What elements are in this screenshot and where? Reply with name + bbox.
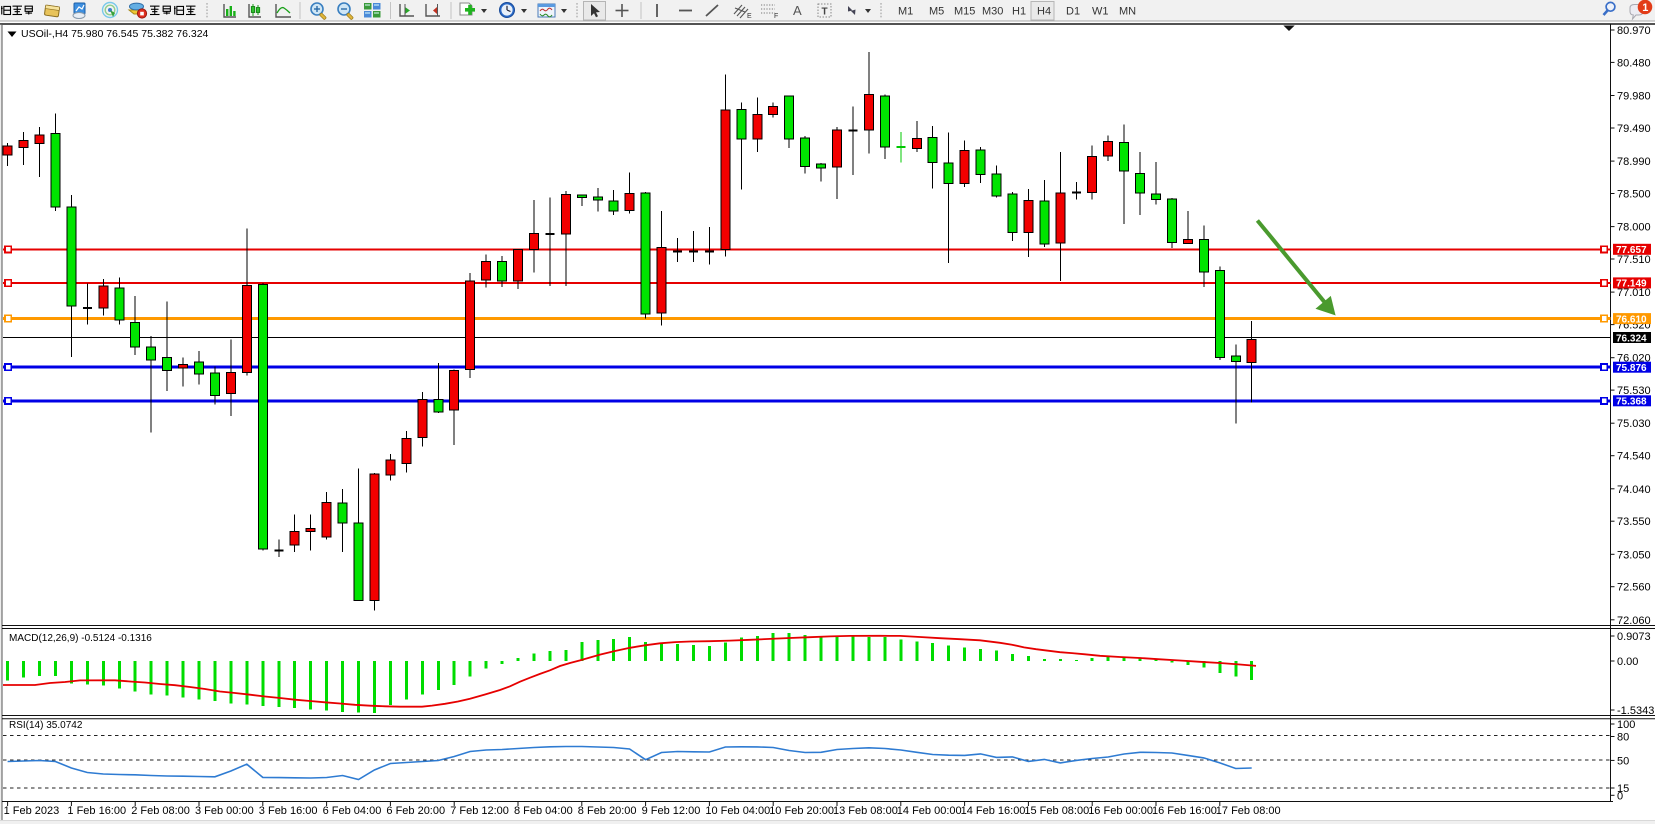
svg-text:74.040: 74.040 [1617, 484, 1651, 496]
svg-text:0.00: 0.00 [1617, 656, 1638, 668]
svg-text:14 Feb 00:00: 14 Feb 00:00 [897, 805, 962, 817]
svg-text:76.324: 76.324 [1616, 333, 1647, 344]
svg-text:MACD(12,26,9) -0.5124 -0.1316: MACD(12,26,9) -0.5124 -0.1316 [9, 633, 152, 644]
svg-text:76.610: 76.610 [1616, 314, 1647, 325]
svg-text:75.876: 75.876 [1616, 363, 1647, 374]
svg-text:72.060: 72.060 [1617, 615, 1651, 627]
svg-text:D1: D1 [1066, 6, 1080, 18]
svg-text:77.010: 77.010 [1617, 287, 1651, 299]
svg-text:78.500: 78.500 [1617, 189, 1651, 201]
svg-text:10 Feb 20:00: 10 Feb 20:00 [769, 805, 834, 817]
svg-text:6 Feb 20:00: 6 Feb 20:00 [386, 805, 445, 817]
svg-text:9 Feb 12:00: 9 Feb 12:00 [642, 805, 701, 817]
svg-text:77.510: 77.510 [1617, 254, 1651, 266]
svg-text:M1: M1 [898, 6, 913, 18]
svg-text:MN: MN [1119, 6, 1136, 18]
svg-text:80.480: 80.480 [1617, 57, 1651, 69]
svg-text:0.9073: 0.9073 [1617, 631, 1651, 643]
svg-text:100: 100 [1617, 719, 1635, 731]
svg-text:80: 80 [1617, 732, 1629, 744]
svg-text:50: 50 [1617, 755, 1629, 767]
svg-text:1 Feb 2023: 1 Feb 2023 [4, 805, 60, 817]
svg-text:H4: H4 [1037, 6, 1051, 18]
svg-text:74.540: 74.540 [1617, 451, 1651, 463]
svg-text:75.530: 75.530 [1617, 385, 1651, 397]
svg-text:14 Feb 16:00: 14 Feb 16:00 [961, 805, 1026, 817]
svg-text:7 Feb 12:00: 7 Feb 12:00 [450, 805, 509, 817]
svg-text:16 Feb 00:00: 16 Feb 00:00 [1088, 805, 1153, 817]
svg-text:16 Feb 16:00: 16 Feb 16:00 [1152, 805, 1217, 817]
svg-text:1: 1 [1642, 2, 1648, 14]
svg-text:M30: M30 [982, 6, 1003, 18]
svg-text:80.970: 80.970 [1617, 25, 1651, 37]
svg-text:78.000: 78.000 [1617, 222, 1651, 234]
svg-text:79.490: 79.490 [1617, 123, 1651, 135]
svg-text:77.149: 77.149 [1616, 279, 1647, 290]
svg-text:F: F [774, 13, 778, 20]
svg-text:78.990: 78.990 [1617, 156, 1651, 168]
svg-text:75.368: 75.368 [1616, 397, 1647, 408]
svg-text:17 Feb 08:00: 17 Feb 08:00 [1216, 805, 1281, 817]
svg-text:0: 0 [1617, 790, 1623, 802]
svg-text:72.560: 72.560 [1617, 582, 1651, 594]
svg-text:W1: W1 [1092, 6, 1109, 18]
svg-text:T: T [822, 7, 828, 18]
svg-text:15 Feb 08:00: 15 Feb 08:00 [1024, 805, 1089, 817]
svg-text:1 Feb 16:00: 1 Feb 16:00 [67, 805, 126, 817]
svg-text:A: A [793, 3, 802, 18]
svg-text:3 Feb 00:00: 3 Feb 00:00 [195, 805, 254, 817]
svg-text:USOil-,H4 75.980 76.545 75.38: USOil-,H4 75.980 76.545 75.382 76.324 [21, 28, 209, 40]
svg-text:75.030: 75.030 [1617, 418, 1651, 430]
svg-text:10 Feb 04:00: 10 Feb 04:00 [705, 805, 770, 817]
svg-text:79.980: 79.980 [1617, 91, 1651, 103]
svg-text:E: E [747, 13, 752, 20]
svg-text:2 Feb 08:00: 2 Feb 08:00 [131, 805, 190, 817]
svg-text:8 Feb 04:00: 8 Feb 04:00 [514, 805, 573, 817]
svg-text:M15: M15 [954, 6, 975, 18]
svg-text:73.050: 73.050 [1617, 549, 1651, 561]
svg-text:M5: M5 [929, 6, 944, 18]
svg-text:8 Feb 20:00: 8 Feb 20:00 [578, 805, 637, 817]
svg-text:77.657: 77.657 [1616, 245, 1647, 256]
svg-text:13 Feb 08:00: 13 Feb 08:00 [833, 805, 898, 817]
svg-text:6 Feb 04:00: 6 Feb 04:00 [323, 805, 382, 817]
svg-text:-1.5343: -1.5343 [1617, 705, 1654, 717]
svg-text:H1: H1 [1012, 6, 1026, 18]
svg-text:3 Feb 16:00: 3 Feb 16:00 [259, 805, 318, 817]
svg-text:RSI(14) 35.0742: RSI(14) 35.0742 [9, 720, 83, 731]
svg-text:15: 15 [1617, 783, 1629, 795]
svg-text:73.550: 73.550 [1617, 516, 1651, 528]
